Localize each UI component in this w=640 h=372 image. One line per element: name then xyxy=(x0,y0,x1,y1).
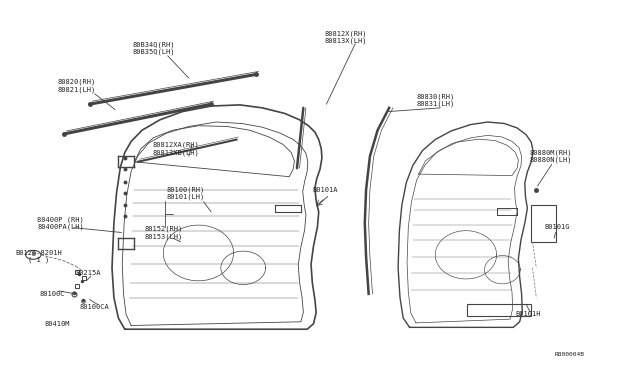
Text: B0101G: B0101G xyxy=(544,224,570,230)
Text: 80820(RH)
80821(LH): 80820(RH) 80821(LH) xyxy=(58,78,96,93)
Text: 80812XA(RH)
80813XB(LH): 80812XA(RH) 80813XB(LH) xyxy=(152,142,200,156)
Text: R800004B: R800004B xyxy=(555,352,584,357)
Text: 80880M(RH)
80880N(LH): 80880M(RH) 80880N(LH) xyxy=(529,149,572,163)
Text: 80100CA: 80100CA xyxy=(80,304,109,310)
Text: 80B34Q(RH)
80B35Q(LH): 80B34Q(RH) 80B35Q(LH) xyxy=(132,41,175,55)
Text: 80400P (RH)
80400PA(LH): 80400P (RH) 80400PA(LH) xyxy=(37,216,84,230)
Text: 80100C: 80100C xyxy=(40,291,65,297)
Text: 80830(RH)
80831(LH): 80830(RH) 80831(LH) xyxy=(416,93,454,108)
Text: B0101H: B0101H xyxy=(515,311,541,317)
Text: 80215A: 80215A xyxy=(76,270,101,276)
Text: 80410M: 80410M xyxy=(45,321,70,327)
Text: 80100(RH)
80101(LH): 80100(RH) 80101(LH) xyxy=(166,186,205,201)
Text: B0126-8201H
( 1 ): B0126-8201H ( 1 ) xyxy=(15,250,62,263)
Text: B0101A: B0101A xyxy=(312,187,338,193)
Text: B: B xyxy=(31,252,35,257)
Text: 80812X(RH)
80813X(LH): 80812X(RH) 80813X(LH) xyxy=(324,30,367,44)
Text: 80152(RH)
80153(LH): 80152(RH) 80153(LH) xyxy=(144,225,182,240)
